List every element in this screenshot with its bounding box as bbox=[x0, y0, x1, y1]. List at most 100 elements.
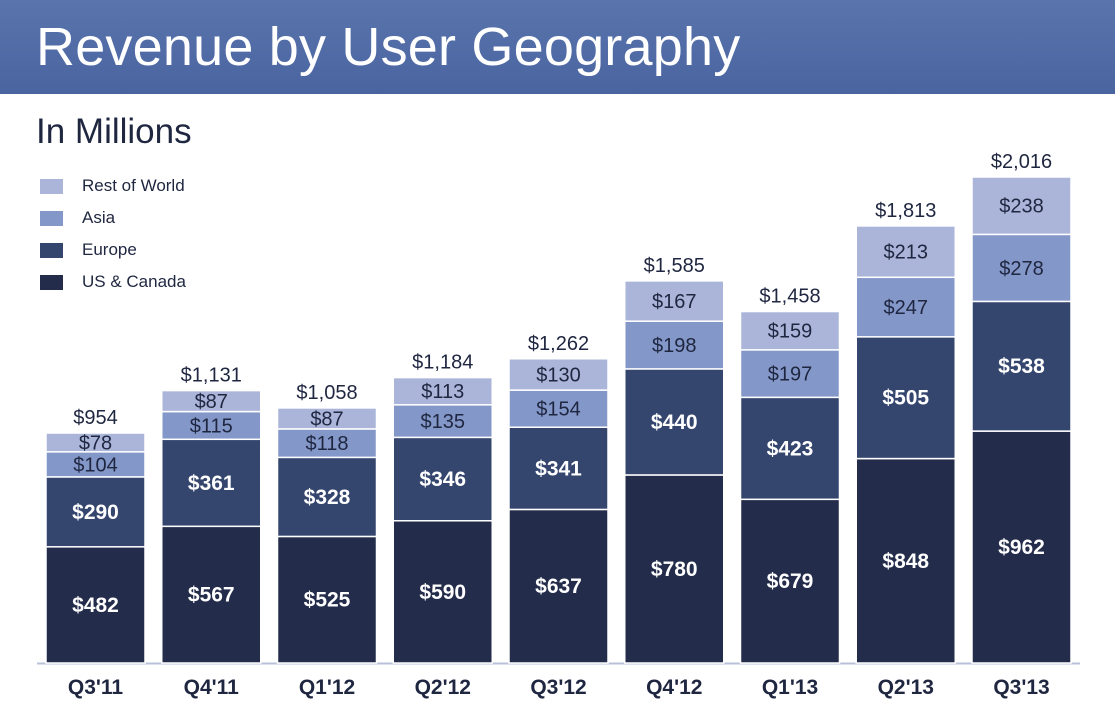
bar-segment-asia-q2-12 bbox=[392, 404, 493, 439]
data-label-rest-of-world-q1-13: $159 bbox=[768, 321, 813, 343]
bar-segment-europe-q3-11 bbox=[45, 476, 146, 548]
bar-segment-us-canada-q3-12 bbox=[508, 508, 609, 664]
data-label-asia-q2-13: $247 bbox=[884, 297, 929, 319]
data-label-europe-q3-11: $290 bbox=[72, 501, 119, 524]
legend-swatch-asia bbox=[40, 210, 63, 226]
bar-segment-rest-of-world-q1-13 bbox=[739, 310, 841, 351]
data-label-us-canada-q4-12: $780 bbox=[651, 558, 698, 581]
legend-item-us-canada: US & Canada bbox=[40, 266, 186, 298]
data-label-us-canada-q1-13: $679 bbox=[767, 570, 814, 593]
bar-segment-rest-of-world-q4-11 bbox=[161, 389, 262, 413]
bar-segment-europe-q4-12 bbox=[624, 368, 725, 476]
data-label-europe-q4-12: $440 bbox=[651, 411, 698, 434]
bar-segment-us-canada-q1-13 bbox=[739, 498, 841, 664]
data-label-europe-q3-12: $341 bbox=[535, 457, 582, 480]
data-label-rest-of-world-q1-12: $87 bbox=[310, 408, 343, 430]
legend-label-rest-of-world: Rest of World bbox=[82, 176, 185, 195]
bar-segment-us-canada-q4-12 bbox=[624, 474, 725, 664]
chart-title: Revenue by User Geography bbox=[36, 17, 741, 77]
data-label-asia-q3-11: $104 bbox=[73, 454, 118, 476]
legend-label-europe: Europe bbox=[82, 240, 137, 259]
bar-segment-rest-of-world-q3-13 bbox=[971, 176, 1072, 236]
data-label-rest-of-world-q2-13: $213 bbox=[884, 242, 929, 264]
chart-subtitle: In Millions bbox=[36, 112, 192, 151]
x-tick-label-q1-13: Q1'13 bbox=[762, 676, 818, 699]
data-label-asia-q3-12: $154 bbox=[536, 399, 581, 421]
bar-segment-asia-q3-11 bbox=[45, 451, 146, 478]
bar-segment-asia-q1-12 bbox=[276, 428, 378, 459]
x-tick-label-q3-13: Q3'13 bbox=[993, 676, 1049, 699]
data-label-asia-q1-12: $118 bbox=[305, 433, 348, 455]
data-label-europe-q1-13: $423 bbox=[767, 437, 814, 460]
data-label-rest-of-world-q3-13: $238 bbox=[999, 196, 1044, 218]
bar-segment-europe-q4-11 bbox=[161, 438, 262, 528]
bar-segment-europe-q2-12 bbox=[392, 436, 493, 522]
bar-segment-asia-q3-13 bbox=[971, 233, 1072, 303]
bar-segment-asia-q2-13 bbox=[855, 276, 956, 338]
data-label-europe-q1-12: $328 bbox=[304, 486, 351, 509]
bar-segment-rest-of-world-q2-13 bbox=[855, 225, 956, 279]
bar-segment-europe-q3-13 bbox=[971, 300, 1072, 432]
data-label-europe-q2-12: $346 bbox=[419, 468, 466, 491]
bar-segment-europe-q1-12 bbox=[276, 456, 378, 538]
legend-label-us-canada: US & Canada bbox=[82, 272, 186, 291]
data-label-us-canada-q1-12: $525 bbox=[304, 589, 351, 612]
x-tick-label-q3-12: Q3'12 bbox=[530, 676, 586, 699]
legend-item-rest-of-world: Rest of World bbox=[40, 170, 186, 202]
total-label-q4-11: $1,131 bbox=[181, 365, 242, 387]
data-label-rest-of-world-q4-11: $87 bbox=[195, 391, 228, 413]
data-label-asia-q1-13: $197 bbox=[768, 364, 813, 386]
bar-segment-asia-q1-13 bbox=[739, 349, 841, 399]
bar-segment-rest-of-world-q3-12 bbox=[508, 358, 609, 391]
data-label-rest-of-world-q3-12: $130 bbox=[536, 364, 581, 386]
data-label-rest-of-world-q3-11: $78 bbox=[79, 432, 112, 454]
data-label-us-canada-q2-13: $848 bbox=[882, 550, 929, 573]
total-label-q1-12: $1,058 bbox=[296, 382, 357, 404]
bar-segment-us-canada-q3-11 bbox=[45, 546, 146, 664]
data-label-us-canada-q4-11: $567 bbox=[188, 584, 235, 607]
legend-swatch-rest-of-world bbox=[40, 178, 63, 194]
bar-segment-rest-of-world-q3-11 bbox=[45, 432, 146, 453]
total-label-q3-11: $954 bbox=[73, 407, 118, 429]
bar-segment-asia-q4-12 bbox=[624, 320, 725, 370]
bar-segment-us-canada-q2-13 bbox=[855, 457, 956, 664]
data-label-asia-q3-13: $278 bbox=[999, 258, 1044, 280]
legend-item-europe: Europe bbox=[40, 234, 186, 266]
total-label-q2-12: $1,184 bbox=[412, 352, 473, 374]
data-label-europe-q3-13: $538 bbox=[998, 355, 1045, 378]
bar-segment-us-canada-q2-12 bbox=[392, 520, 493, 664]
x-tick-label-q2-12: Q2'12 bbox=[415, 676, 471, 699]
title-banner: Revenue by User Geography bbox=[0, 0, 1115, 94]
bar-segment-rest-of-world-q4-12 bbox=[624, 280, 725, 322]
data-label-rest-of-world-q4-12: $167 bbox=[652, 291, 697, 313]
data-label-us-canada-q2-12: $590 bbox=[419, 581, 466, 604]
x-tick-label-q3-11: Q3'11 bbox=[68, 676, 124, 699]
bar-segment-us-canada-q4-11 bbox=[161, 525, 262, 664]
bar-segment-asia-q4-11 bbox=[161, 410, 262, 441]
total-label-q1-13: $1,458 bbox=[759, 286, 820, 308]
data-label-europe-q4-11: $361 bbox=[188, 472, 235, 495]
bar-segment-rest-of-world-q1-12 bbox=[276, 407, 378, 430]
data-label-us-canada-q3-11: $482 bbox=[72, 594, 119, 617]
bar-segment-us-canada-q3-13 bbox=[971, 430, 1072, 664]
legend-swatch-us-canada bbox=[40, 274, 63, 290]
data-label-us-canada-q3-13: $962 bbox=[998, 536, 1045, 559]
data-label-asia-q4-12: $198 bbox=[652, 335, 697, 357]
x-tick-label-q4-12: Q4'12 bbox=[646, 676, 702, 699]
data-label-us-canada-q3-12: $637 bbox=[535, 575, 582, 598]
legend-item-asia: Asia bbox=[40, 202, 186, 234]
bar-segment-rest-of-world-q2-12 bbox=[392, 376, 493, 406]
bar-segment-asia-q3-12 bbox=[508, 389, 609, 428]
total-label-q3-12: $1,262 bbox=[528, 333, 589, 355]
bar-segment-europe-q2-13 bbox=[855, 336, 956, 460]
legend: Rest of World Asia Europe US & Canada bbox=[40, 170, 186, 298]
bar-segment-europe-q3-12 bbox=[508, 426, 609, 511]
x-tick-label-q2-13: Q2'13 bbox=[878, 676, 934, 699]
data-label-rest-of-world-q2-12: $113 bbox=[421, 381, 464, 403]
data-label-asia-q4-11: $115 bbox=[190, 415, 233, 437]
total-label-q2-13: $1,813 bbox=[875, 200, 936, 222]
legend-label-asia: Asia bbox=[82, 208, 116, 227]
bar-segment-us-canada-q1-12 bbox=[276, 535, 378, 664]
legend-swatch-europe bbox=[40, 242, 63, 258]
